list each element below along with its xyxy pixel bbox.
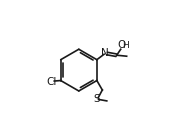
Text: S: S xyxy=(94,94,100,104)
Text: H: H xyxy=(122,42,129,50)
Text: O: O xyxy=(118,40,126,50)
Text: Cl: Cl xyxy=(46,76,56,87)
Text: N: N xyxy=(101,48,109,58)
